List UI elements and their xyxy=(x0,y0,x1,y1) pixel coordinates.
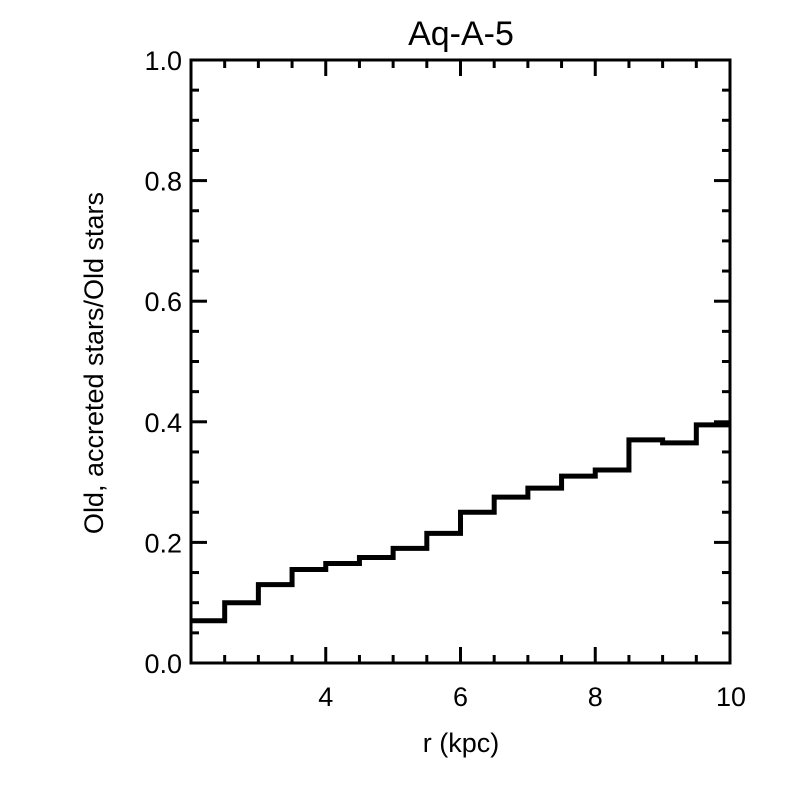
y-tick-label: 0.8 xyxy=(144,167,182,197)
y-axis-title: Old, accreted stars/Old stars xyxy=(79,192,109,534)
x-axis-title: r (kpc) xyxy=(423,728,500,758)
y-tick-label: 0.2 xyxy=(144,528,182,558)
plot-frame xyxy=(189,58,732,665)
y-tick-label: 1.0 xyxy=(144,46,182,76)
y-tick-labels: 0.0 0.2 0.4 0.6 0.8 1.0 xyxy=(144,46,182,679)
x-tick-label: 10 xyxy=(716,682,746,712)
y-tick-label: 0.0 xyxy=(144,649,182,679)
chart-title: Aq-A-5 xyxy=(408,15,514,53)
x-tick-label: 4 xyxy=(318,682,333,712)
y-tick-label: 0.6 xyxy=(144,287,182,317)
x-tick-label: 6 xyxy=(453,682,468,712)
x-tick-label: 8 xyxy=(588,682,603,712)
step-histogram-line xyxy=(191,422,730,624)
axis-ticks xyxy=(189,58,732,665)
y-tick-label: 0.4 xyxy=(144,408,182,438)
x-tick-labels: 4 6 8 10 xyxy=(318,682,746,712)
